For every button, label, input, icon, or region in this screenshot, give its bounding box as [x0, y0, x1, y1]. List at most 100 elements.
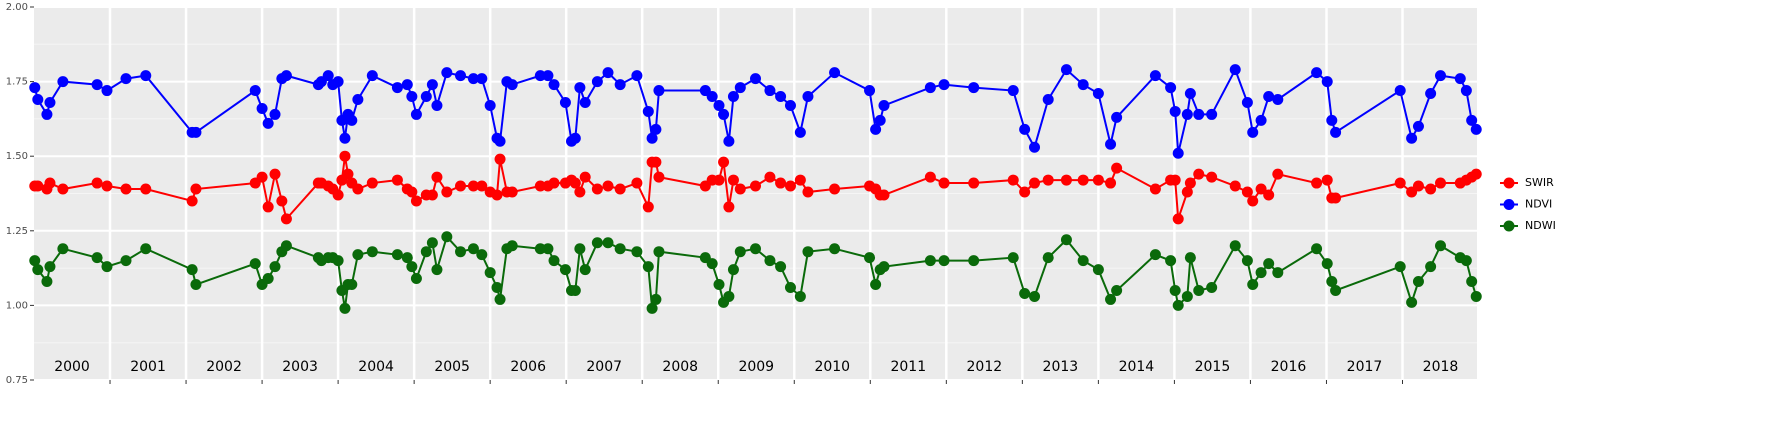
data-point — [574, 243, 586, 255]
y-tick-label: 1.75 — [6, 77, 28, 88]
data-point — [1229, 64, 1241, 76]
data-point — [1241, 96, 1253, 108]
data-point — [1241, 186, 1253, 198]
data-point — [653, 246, 665, 258]
data-point — [1193, 108, 1205, 120]
data-point — [57, 243, 69, 255]
data-point — [614, 183, 626, 195]
data-point — [775, 177, 787, 189]
data-point — [706, 258, 718, 270]
data-point — [1412, 180, 1424, 192]
data-point — [1092, 88, 1104, 100]
y-tick-label: 1.25 — [6, 226, 28, 237]
data-point — [794, 290, 806, 302]
data-point — [1466, 114, 1478, 126]
data-point — [140, 70, 152, 82]
data-point — [401, 252, 413, 264]
data-point — [332, 189, 344, 201]
data-point — [646, 132, 658, 144]
data-point — [1042, 174, 1054, 186]
data-point — [764, 85, 776, 97]
year-label: 2000 — [54, 359, 90, 375]
data-point — [1272, 267, 1284, 279]
data-point — [614, 79, 626, 91]
legend-label: NDVI — [1525, 198, 1552, 211]
data-point — [968, 255, 980, 267]
data-point — [579, 264, 591, 276]
y-tick-label: 0.75 — [6, 375, 28, 386]
data-point — [1255, 183, 1267, 195]
data-point — [1247, 279, 1259, 291]
data-point — [491, 189, 503, 201]
data-point — [579, 96, 591, 108]
data-point — [1460, 85, 1472, 97]
data-point — [1394, 177, 1406, 189]
data-point — [1406, 296, 1418, 308]
data-point — [548, 177, 560, 189]
data-point — [1042, 94, 1054, 106]
data-point — [534, 70, 546, 82]
data-point — [420, 246, 432, 258]
data-point — [829, 183, 841, 195]
data-point — [1247, 195, 1259, 207]
data-point — [1255, 114, 1267, 126]
data-point — [548, 255, 560, 267]
data-point — [140, 243, 152, 255]
data-point — [1165, 255, 1177, 267]
data-point — [1019, 287, 1031, 299]
data-point — [631, 246, 643, 258]
data-point — [1149, 249, 1161, 261]
data-point — [441, 67, 453, 79]
data-point — [802, 186, 814, 198]
data-point — [1029, 290, 1041, 302]
data-point — [41, 276, 53, 288]
data-point — [262, 273, 274, 285]
data-point — [366, 70, 378, 82]
data-point — [650, 293, 662, 305]
data-point — [1263, 91, 1275, 103]
data-point — [406, 186, 418, 198]
data-point — [431, 264, 443, 276]
legend-label: NDWI — [1525, 219, 1556, 232]
data-point — [455, 70, 467, 82]
data-point — [476, 249, 488, 261]
year-label: 2009 — [738, 359, 774, 375]
data-point — [506, 79, 518, 91]
data-point — [631, 177, 643, 189]
data-point — [1470, 290, 1482, 302]
data-point — [650, 156, 662, 168]
data-point — [1435, 70, 1447, 82]
data-point — [506, 240, 518, 252]
data-point — [750, 73, 761, 85]
data-point — [91, 252, 103, 264]
year-label: 2007 — [586, 359, 622, 375]
data-point — [734, 246, 746, 258]
data-point — [559, 264, 571, 276]
legend-key-point — [1503, 220, 1515, 232]
data-point — [1263, 189, 1275, 201]
data-point — [1181, 108, 1193, 120]
data-point — [1060, 234, 1072, 246]
data-point — [713, 279, 725, 291]
data-point — [1425, 261, 1437, 273]
data-point — [1077, 79, 1089, 91]
data-point — [484, 267, 496, 279]
data-point — [1193, 284, 1205, 296]
data-point — [332, 76, 344, 88]
data-point — [494, 153, 506, 165]
year-label: 2012 — [967, 359, 1003, 375]
data-point — [352, 183, 364, 195]
data-point — [653, 85, 665, 97]
data-point — [467, 180, 479, 192]
data-point — [653, 171, 665, 183]
data-point — [101, 85, 113, 97]
data-point — [784, 180, 796, 192]
data-point — [249, 85, 261, 97]
year-label: 2017 — [1347, 359, 1383, 375]
data-point — [878, 99, 890, 111]
legend-key-point — [1503, 177, 1515, 189]
data-point — [190, 126, 202, 138]
data-point — [1007, 174, 1019, 186]
data-point — [1330, 284, 1342, 296]
